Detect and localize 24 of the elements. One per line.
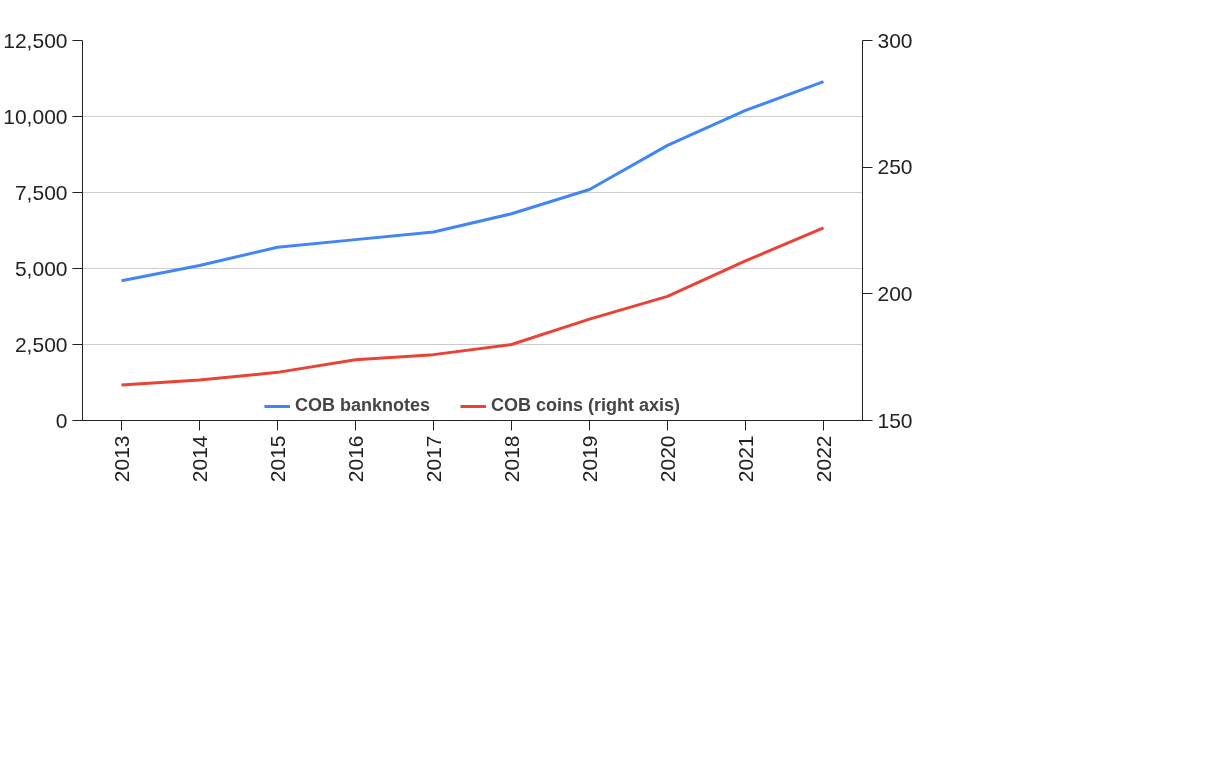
- x-tick-label: 2016: [343, 435, 367, 483]
- y-tick-label: 2,500: [14, 332, 68, 356]
- x-tick-label: 2022: [811, 435, 835, 483]
- line-series: [120, 226, 825, 387]
- legend-label: COB banknotes: [294, 395, 430, 416]
- y2-tick-label: 150: [877, 408, 913, 432]
- line-series: [120, 80, 825, 283]
- y-tick-label: 0: [55, 408, 68, 432]
- x-tick-label: 2018: [499, 435, 523, 483]
- y2-tick-label: 250: [877, 155, 913, 179]
- x-tick-label: 2020: [655, 435, 679, 483]
- x-tick-label: 2014: [187, 435, 211, 483]
- legend-label: COB coins (right axis): [491, 395, 681, 416]
- x-tick-label: 2013: [109, 435, 133, 483]
- y-tick-label: 7,500: [14, 180, 68, 204]
- x-tick-label: 2019: [577, 435, 601, 483]
- y-tick-label: 5,000: [14, 256, 68, 280]
- y2-tick-label: 300: [877, 28, 913, 52]
- x-tick-label: 2015: [265, 435, 289, 483]
- x-tick-label: 2021: [733, 435, 757, 483]
- y2-tick-label: 200: [877, 281, 913, 305]
- y-tick-label: 12,500: [3, 28, 68, 52]
- y-tick-label: 10,000: [3, 104, 68, 128]
- x-tick-label: 2017: [421, 435, 445, 483]
